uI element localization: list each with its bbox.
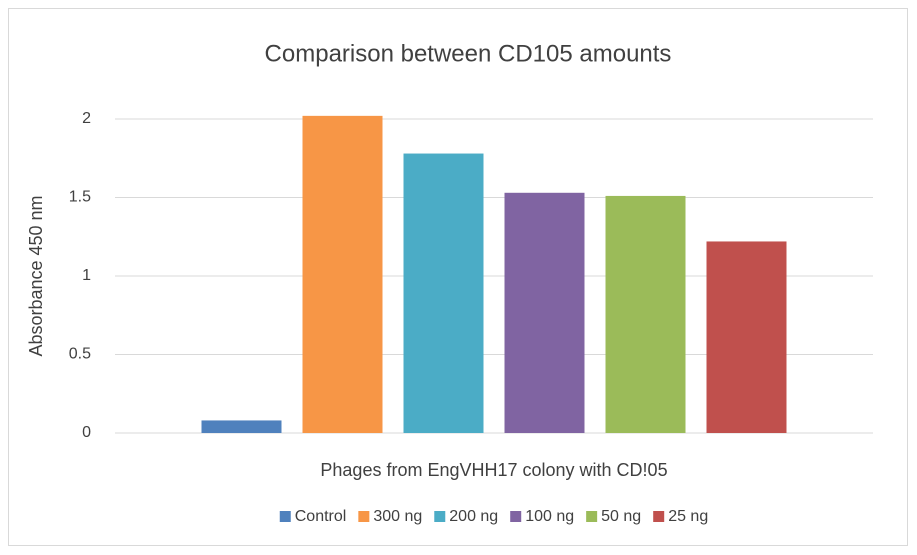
chart-title: Comparison between CD105 amounts — [265, 40, 672, 67]
y-tick-label: 0.5 — [69, 346, 91, 363]
y-tick-label: 1.5 — [69, 189, 91, 206]
legend-label: 300 ng — [373, 508, 422, 525]
legend-swatch — [586, 511, 598, 522]
x-tick-label: Phages from EngVHH17 colony with CD!05 — [320, 460, 667, 480]
legend-swatch — [279, 511, 291, 522]
legend-label: 200 ng — [449, 508, 498, 525]
y-axis-title: Absorbance 450 nm — [26, 195, 46, 356]
legend-label: Control — [295, 508, 347, 525]
bar — [504, 192, 585, 433]
bar — [605, 195, 686, 433]
y-tick-label: 1 — [82, 267, 91, 284]
y-tick-label: 2 — [82, 110, 91, 127]
legend-label: 100 ng — [525, 508, 574, 525]
bar — [302, 115, 383, 434]
bar — [706, 241, 787, 433]
legend-label: 50 ng — [601, 508, 641, 525]
legend-swatch — [510, 511, 522, 522]
legend-label: 25 ng — [668, 508, 708, 525]
legend-swatch — [358, 511, 370, 522]
bar — [403, 153, 484, 434]
y-tick-label: 0 — [82, 424, 91, 441]
legend-swatch — [653, 511, 665, 522]
bar — [201, 420, 282, 433]
legend-swatch — [434, 511, 446, 522]
